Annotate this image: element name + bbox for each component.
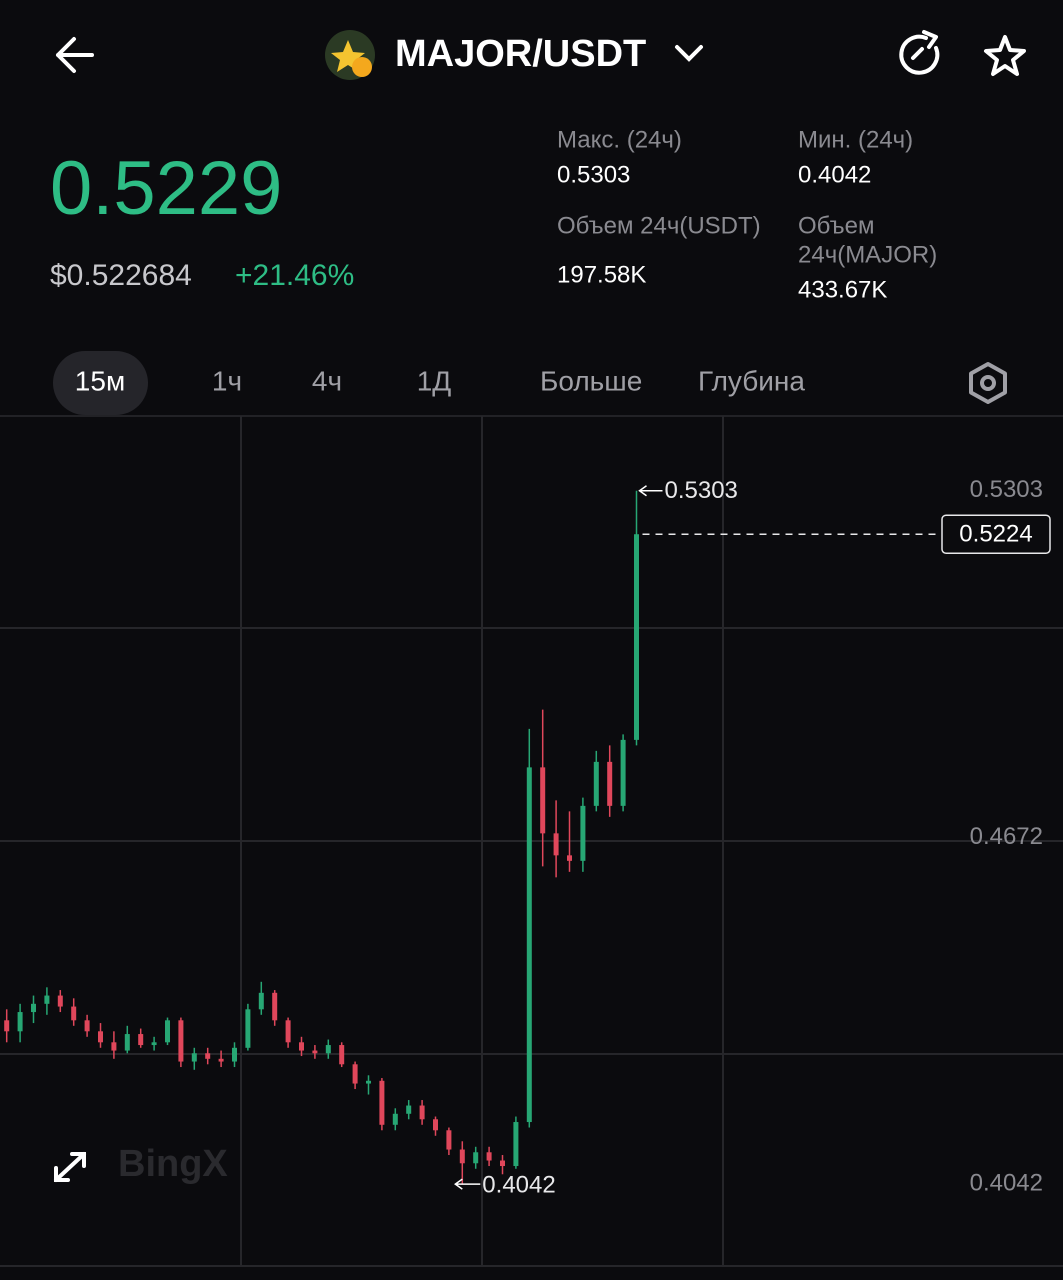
candle-body <box>312 1050 318 1054</box>
candle-body <box>232 1047 237 1062</box>
tab[interactable]: Глубина <box>698 365 805 396</box>
candle-body <box>165 1020 170 1043</box>
candle-body <box>433 1119 438 1131</box>
candle-body <box>71 1006 77 1021</box>
candle-body <box>111 1042 117 1051</box>
candle-body <box>151 1042 157 1046</box>
candle-body <box>57 995 63 1007</box>
watermark: BingX <box>118 1143 228 1185</box>
favorite-button[interactable] <box>984 35 1026 76</box>
candle-body <box>446 1130 452 1150</box>
max-label: 0.5303 <box>665 477 738 504</box>
stat-label: Объем 24ч(USDT) <box>557 212 761 239</box>
stat-label: Макс. (24ч) <box>557 126 682 153</box>
candle-body <box>500 1160 505 1167</box>
candle-body <box>299 1042 304 1051</box>
candle-body <box>486 1152 492 1161</box>
candle-body <box>124 1034 130 1051</box>
usd-price: $0.522684 <box>50 259 192 292</box>
expand-button[interactable] <box>54 1152 86 1182</box>
candle-body <box>607 761 613 806</box>
tab[interactable]: 1ч <box>212 365 242 396</box>
candle-body <box>285 1020 291 1043</box>
max-arrow <box>638 485 663 497</box>
pair-dropdown[interactable] <box>675 45 703 62</box>
candle-body <box>191 1053 197 1062</box>
coin-icon <box>325 30 375 80</box>
candle-body <box>459 1149 465 1164</box>
candle-body <box>526 767 532 1123</box>
candle-body <box>325 1045 331 1054</box>
candle-body <box>31 1003 36 1013</box>
tab[interactable]: Больше <box>540 365 642 396</box>
back-button[interactable] <box>56 37 94 73</box>
candle-body <box>258 992 264 1010</box>
stat-value: 197.58K <box>557 261 646 288</box>
pair-title[interactable]: MAJOR/USDT <box>395 33 646 75</box>
candle-body <box>352 1064 358 1084</box>
candle-body <box>17 1012 23 1032</box>
candle-body <box>513 1122 519 1167</box>
candle-body <box>339 1045 345 1065</box>
refresh-button[interactable] <box>899 30 940 75</box>
candle-body <box>84 1020 90 1032</box>
tab[interactable]: 15м <box>75 365 125 396</box>
candle-body <box>379 1080 385 1125</box>
stat-value: 0.5303 <box>557 161 630 188</box>
candle-body <box>272 992 278 1021</box>
candle-body <box>553 833 559 856</box>
tab[interactable]: 4ч <box>312 365 342 396</box>
candle-body <box>419 1105 425 1120</box>
stat-label: 24ч(MAJOR) <box>798 241 937 268</box>
candle-body <box>218 1058 224 1062</box>
candle-body <box>406 1105 412 1114</box>
candle-body <box>44 995 50 1004</box>
y-tick-label: 0.5303 <box>970 476 1043 503</box>
min-label: 0.4042 <box>482 1172 555 1199</box>
tab[interactable]: 1Д <box>417 365 452 396</box>
min-arrow <box>454 1178 481 1190</box>
price-change: +21.46% <box>235 259 354 292</box>
candle-body <box>4 1020 10 1032</box>
stat-value: 0.4042 <box>798 161 871 188</box>
plot: 0.5303 0.4672 0.4042 0.5303 0.4042 0.5224 <box>4 476 1051 1199</box>
candle-body <box>473 1152 479 1164</box>
candle-body <box>540 767 546 834</box>
candle-body <box>580 805 586 861</box>
candle-body <box>178 1020 184 1062</box>
last-price-label: 0.5224 <box>959 521 1032 548</box>
candle-body <box>620 739 626 806</box>
chart-settings[interactable] <box>969 362 1007 404</box>
candle-body <box>634 534 639 740</box>
y-tick-label: 0.4672 <box>970 823 1043 850</box>
last-price: 0.5229 <box>50 146 282 231</box>
candle-body <box>138 1034 144 1046</box>
last-price-box <box>941 514 1051 554</box>
candle-body <box>567 855 572 861</box>
candle-body <box>392 1113 398 1125</box>
candle-body <box>245 1009 251 1048</box>
tab-selected-bg <box>53 351 148 415</box>
candle-body <box>366 1080 371 1084</box>
stat-label: Объем <box>798 212 874 239</box>
candle-body <box>98 1031 103 1043</box>
candle-body <box>593 761 599 806</box>
candle-body <box>205 1053 211 1059</box>
stat-label: Мин. (24ч) <box>798 126 913 153</box>
stat-value: 433.67K <box>798 276 887 303</box>
y-tick-label: 0.4042 <box>970 1170 1043 1197</box>
